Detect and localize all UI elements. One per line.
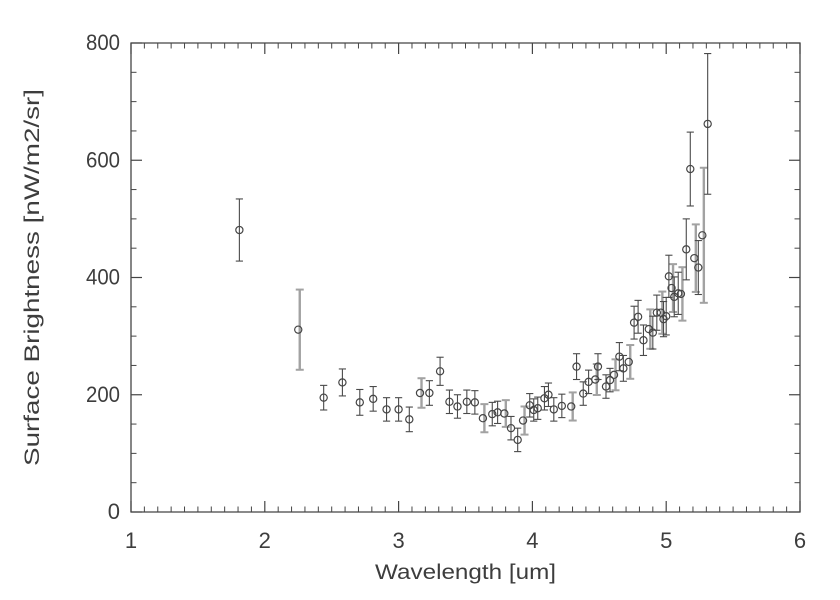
data-point [639, 336, 648, 345]
data-point [615, 352, 624, 361]
data-point [368, 394, 378, 404]
data-point [694, 263, 703, 272]
data-point [513, 435, 522, 445]
data-point [629, 318, 639, 327]
data-point [593, 362, 603, 371]
x-axis-tick-label: 5 [660, 528, 672, 553]
data-point [338, 378, 347, 387]
y-axis-tick-label: 0 [108, 499, 120, 524]
data-point [294, 325, 303, 334]
data-point [500, 409, 509, 418]
data-point [506, 423, 516, 433]
x-axis-tick-label: 6 [794, 528, 806, 553]
y-axis-tick-label: 400 [86, 265, 120, 290]
data-point [662, 311, 671, 321]
data-point [319, 393, 328, 402]
data-point [405, 415, 414, 424]
data-point [703, 119, 712, 129]
data-point [690, 253, 699, 263]
data-point [488, 409, 497, 419]
data-point [518, 416, 528, 425]
x-axis-tick-label: 3 [392, 528, 404, 553]
data-point [686, 164, 695, 174]
x-axis-title: Wavelength [um] [375, 561, 556, 584]
data-point [633, 312, 643, 321]
data-point [462, 397, 472, 406]
data-point [579, 389, 588, 398]
data-point [425, 388, 434, 398]
data-point [382, 405, 391, 414]
data-point [544, 390, 553, 399]
x-axis-tick-label: 2 [259, 528, 271, 553]
data-point [445, 397, 454, 406]
data-point [394, 405, 403, 414]
data-point [557, 401, 567, 411]
data-point [601, 382, 611, 391]
data-point [676, 289, 686, 299]
y-axis-title: Surface Brightness [nW/m2/sr] [21, 89, 44, 466]
data-point [235, 225, 244, 235]
data-point [664, 272, 674, 281]
data-point [624, 357, 633, 367]
data-point [652, 308, 662, 317]
data-point [453, 402, 462, 411]
x-axis-tick-label: 4 [526, 528, 538, 553]
data-point [415, 388, 425, 398]
data-point [667, 283, 676, 293]
data-point [435, 367, 445, 376]
y-axis-tick-label: 800 [86, 30, 120, 55]
data-point [619, 364, 628, 373]
data-point [567, 402, 576, 411]
data-point [478, 414, 488, 423]
data-point [529, 405, 538, 415]
x-axis-tick-label: 1 [125, 528, 137, 553]
data-point [470, 398, 480, 407]
data-point [355, 398, 364, 407]
y-axis-tick-label: 600 [86, 147, 120, 172]
data-point [591, 375, 600, 384]
data-point [605, 375, 615, 385]
data-point [648, 328, 658, 337]
data-point [549, 405, 559, 414]
data-point [533, 404, 542, 413]
data-point [698, 231, 707, 240]
data-point [572, 362, 581, 371]
data-point [609, 370, 619, 380]
data-point [682, 245, 691, 254]
y-axis-tick-label: 200 [86, 382, 120, 407]
